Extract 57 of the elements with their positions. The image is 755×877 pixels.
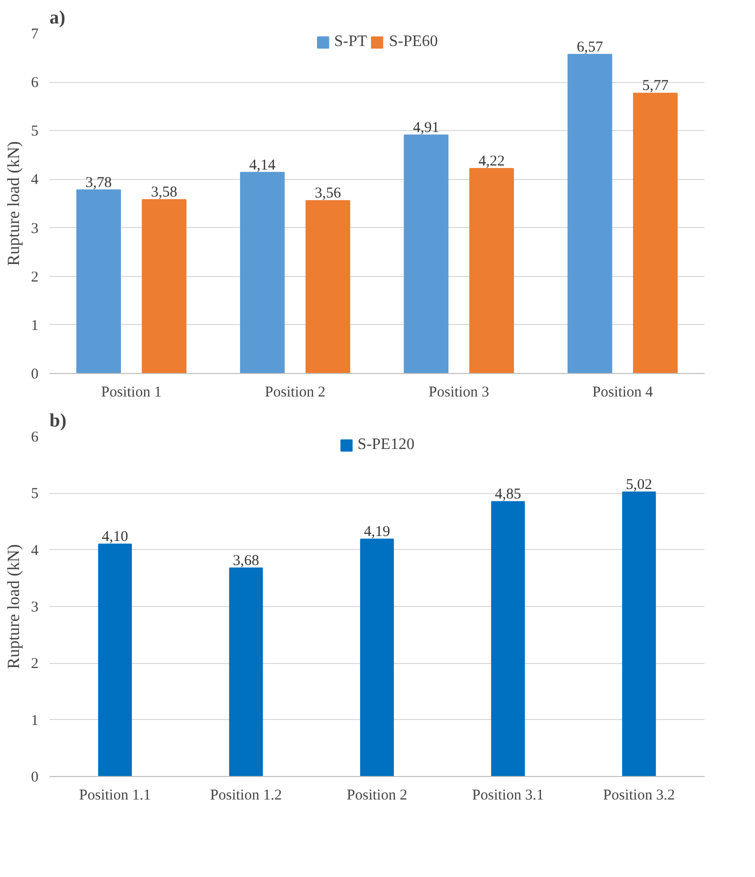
x-tick-label: Position 2 xyxy=(264,384,326,400)
data-label: 4,22 xyxy=(478,154,505,170)
data-label: 5,02 xyxy=(626,477,652,494)
legend-label: S-PE120 xyxy=(358,436,414,454)
y-tick-label: 4 xyxy=(31,172,39,188)
bar xyxy=(76,189,121,374)
x-tick-label: Position 1.1 xyxy=(79,788,151,804)
x-tick-label: Position 3.1 xyxy=(472,788,544,804)
data-label: 6,57 xyxy=(576,39,604,56)
bar xyxy=(240,172,285,374)
bar xyxy=(568,54,612,374)
x-tick-label: Position 2 xyxy=(346,788,408,804)
legend-label: S-PT xyxy=(334,33,367,51)
x-tick-label: Position 3 xyxy=(428,384,490,400)
chart-title: b) xyxy=(50,410,66,432)
bar xyxy=(142,199,186,374)
y-tick-label: 0 xyxy=(31,366,38,382)
y-tick-label: 5 xyxy=(31,124,38,140)
bar xyxy=(98,544,132,776)
bar xyxy=(469,168,514,374)
y-tick-label: 3 xyxy=(31,600,38,616)
bar xyxy=(491,501,525,776)
legend-label: S-PE60 xyxy=(389,33,438,51)
y-tick-label: 4 xyxy=(31,542,39,559)
y-tick-label: 5 xyxy=(31,486,38,502)
data-label: 3,56 xyxy=(314,186,342,202)
data-label: 3,78 xyxy=(86,174,112,191)
bar xyxy=(306,200,350,374)
y-tick-label: 7 xyxy=(31,26,39,42)
y-tick-label: 6 xyxy=(31,75,39,92)
data-label: 5,77 xyxy=(642,78,669,94)
x-tick-label: Position 4 xyxy=(592,384,654,400)
x-tick-label: Position 3.2 xyxy=(603,788,675,804)
chart-title: a) xyxy=(50,8,66,28)
y-tick-label: 1 xyxy=(31,318,38,334)
y-tick-label: 3 xyxy=(31,220,38,237)
bar xyxy=(633,92,678,374)
data-label: 4,85 xyxy=(494,486,522,503)
x-tick-label: Position 1 xyxy=(101,384,162,400)
y-tick-label: 0 xyxy=(31,770,38,786)
bar xyxy=(404,134,448,374)
y-axis-title: Rupture load (kN) xyxy=(4,141,23,266)
y-axis-title: Rupture load (kN) xyxy=(4,544,23,669)
x-tick-label: Position 1.2 xyxy=(210,788,282,804)
bar xyxy=(229,567,263,776)
y-tick-label: 2 xyxy=(31,656,38,672)
data-label: 4,19 xyxy=(364,524,390,540)
data-label: 4,91 xyxy=(413,120,440,136)
data-label: 3,58 xyxy=(151,184,178,201)
bar xyxy=(360,538,394,776)
bar xyxy=(622,492,656,776)
y-tick-label: 2 xyxy=(31,269,38,286)
y-tick-label: 6 xyxy=(31,430,39,446)
data-label: 4,14 xyxy=(249,157,276,174)
data-label: 4,10 xyxy=(102,529,128,546)
data-label: 3,68 xyxy=(232,552,260,569)
y-tick-label: 1 xyxy=(31,712,38,729)
